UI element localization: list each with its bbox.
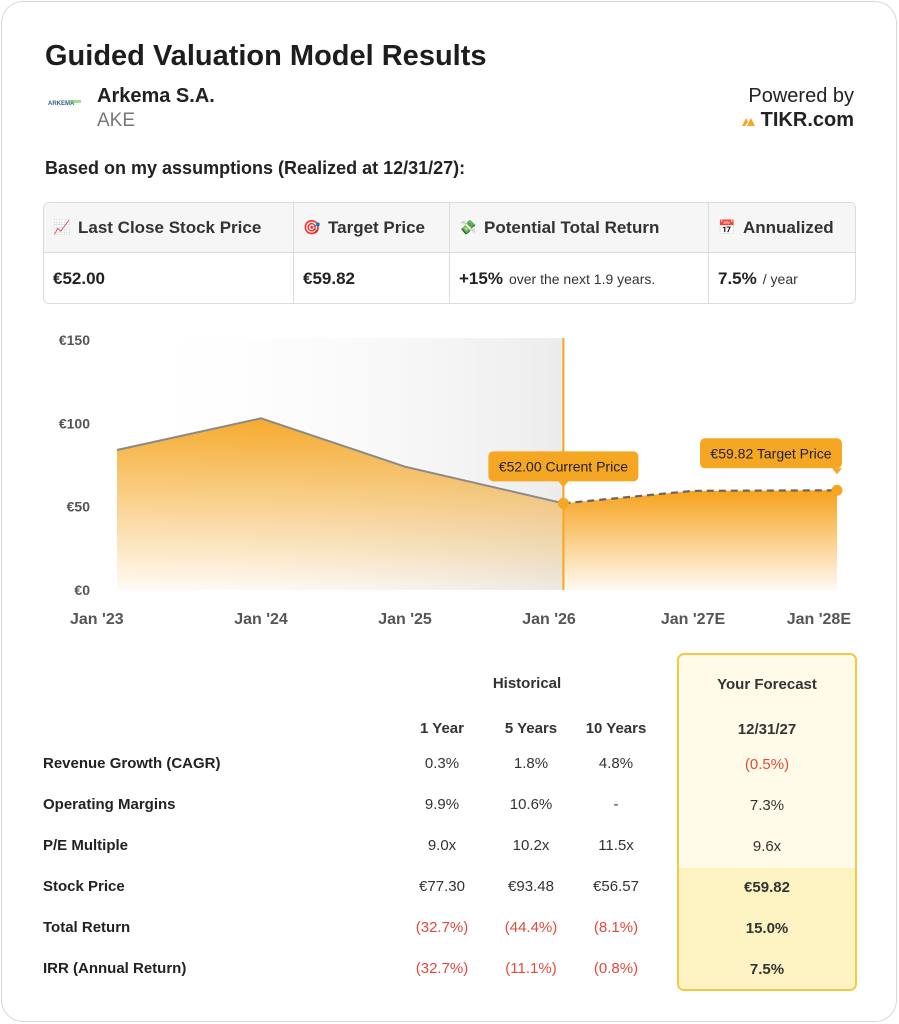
table-cell: (32.7%) <box>415 960 469 977</box>
target-price-point <box>831 484 843 496</box>
table-cell: 1.8% <box>513 755 549 772</box>
metric-header-total-return: 💸 Potential Total Return <box>450 203 709 253</box>
table-cell: €77.30 <box>419 878 465 895</box>
x-tick-label: Jan '23 <box>70 611 124 628</box>
price-chart: €150 €100 €50 €0 €52.00 Current Price €59.82 … <box>59 332 852 628</box>
table-cell: 4.8% <box>598 755 634 772</box>
target-price-tooltip <box>700 438 842 469</box>
row-label: P/E Multiple <box>43 837 129 854</box>
forecast-highlight <box>679 868 855 989</box>
forecast-cell: €59.82 <box>744 879 790 896</box>
target-price-label: €59.82 Target Price <box>710 445 831 461</box>
forecast-date-header: 12/31/27 <box>737 721 797 738</box>
row-label: Total Return <box>43 919 131 936</box>
table-cell: 10.2x <box>512 837 550 854</box>
table-cell: 0.3% <box>424 755 460 772</box>
current-price-point <box>557 497 569 509</box>
powered-by-label: Powered by <box>748 85 854 107</box>
x-tick-label: Jan '24 <box>234 611 288 628</box>
table-cell: (8.1%) <box>593 919 639 936</box>
forecast-cell: 7.3% <box>749 797 785 814</box>
historical-area <box>117 418 564 590</box>
forecast-column <box>677 653 857 991</box>
tikr-brand[interactable]: TIKR.com <box>741 109 854 132</box>
row-label: Revenue Growth (CAGR) <box>43 755 221 772</box>
column-header: 1 Year <box>420 720 464 737</box>
table-cell: (32.7%) <box>415 919 469 936</box>
x-tick-label: Jan '26 <box>522 611 576 628</box>
forecast-cell: 9.6x <box>752 838 782 855</box>
target-icon: 🎯 <box>303 219 321 235</box>
metrics-table: 📈 Last Close Stock Price 🎯 Target Price … <box>43 202 856 304</box>
forecast-cell: (0.5%) <box>744 756 790 773</box>
calendar-icon: 📅 <box>718 219 736 235</box>
table-cell: 9.9% <box>424 796 460 813</box>
x-tick-label: Jan '25 <box>378 611 432 628</box>
x-tick-label: Jan '28E <box>787 611 852 628</box>
y-tick-label: €100 <box>59 415 90 431</box>
tikr-brand-label: TIKR.com <box>760 109 854 131</box>
current-price-tooltip <box>488 451 639 482</box>
historical-header: Historical <box>492 675 562 692</box>
tikr-logo-icon <box>741 118 755 126</box>
row-label: Operating Margins <box>43 796 176 813</box>
metric-value-last-close: €52.00 <box>44 253 294 303</box>
historical-line <box>116 417 564 505</box>
page-title: Guided Valuation Model Results <box>45 40 487 72</box>
table-cell: - <box>613 796 619 813</box>
row-label: Stock Price <box>43 878 125 895</box>
company-name: Arkema S.A. <box>97 85 215 107</box>
table-cell: 10.6% <box>509 796 553 813</box>
metric-value-total-return: +15% over the next 1.9 years. <box>450 253 709 303</box>
column-header: 5 Years <box>504 720 558 737</box>
current-price-tooltip-arrow <box>558 481 569 488</box>
row-label: IRR (Annual Return) <box>43 960 187 977</box>
table-cell: 11.5x <box>598 837 634 854</box>
table-cell: 9.0x <box>427 837 457 854</box>
target-price-tooltip-arrow <box>832 468 842 475</box>
metric-header-target: 🎯 Target Price <box>294 203 450 253</box>
money-icon: 💸 <box>459 219 477 235</box>
y-tick-label: €50 <box>67 499 91 515</box>
metric-value-annualized: 7.5% / year <box>718 268 798 288</box>
metric-header-last-close: 📈 Last Close Stock Price <box>44 203 294 253</box>
assumptions-label: Based on my assumptions (Realized at 12/… <box>45 158 466 178</box>
forecast-area <box>563 490 837 590</box>
metric-value-target: €59.82 <box>294 253 450 303</box>
forecast-cell: 15.0% <box>745 920 789 937</box>
x-tick-label: Jan '27E <box>661 611 726 628</box>
forecast-cell: 7.5% <box>749 961 785 978</box>
metric-header-annualized: 📅 Annualized <box>709 203 855 253</box>
y-tick-label: €0 <box>74 582 90 598</box>
company-ticker: AKE <box>97 110 136 131</box>
svg-text:ARKEMA: ARKEMA <box>48 101 75 107</box>
column-header: 10 Years <box>585 720 647 737</box>
table-cell: (0.8%) <box>593 960 639 977</box>
forecast-header: Your Forecast <box>717 676 817 693</box>
current-price-label: €52.00 Current Price <box>499 458 628 474</box>
table-cell: (44.4%) <box>504 919 558 936</box>
chart-up-icon: 📈 <box>53 219 71 235</box>
table-cell: €56.57 <box>593 878 639 895</box>
y-tick-label: €150 <box>59 332 90 348</box>
table-cell: (11.1%) <box>505 960 557 977</box>
company-logo: ARKEMA <box>48 100 81 107</box>
table-cell: €93.48 <box>508 878 554 895</box>
